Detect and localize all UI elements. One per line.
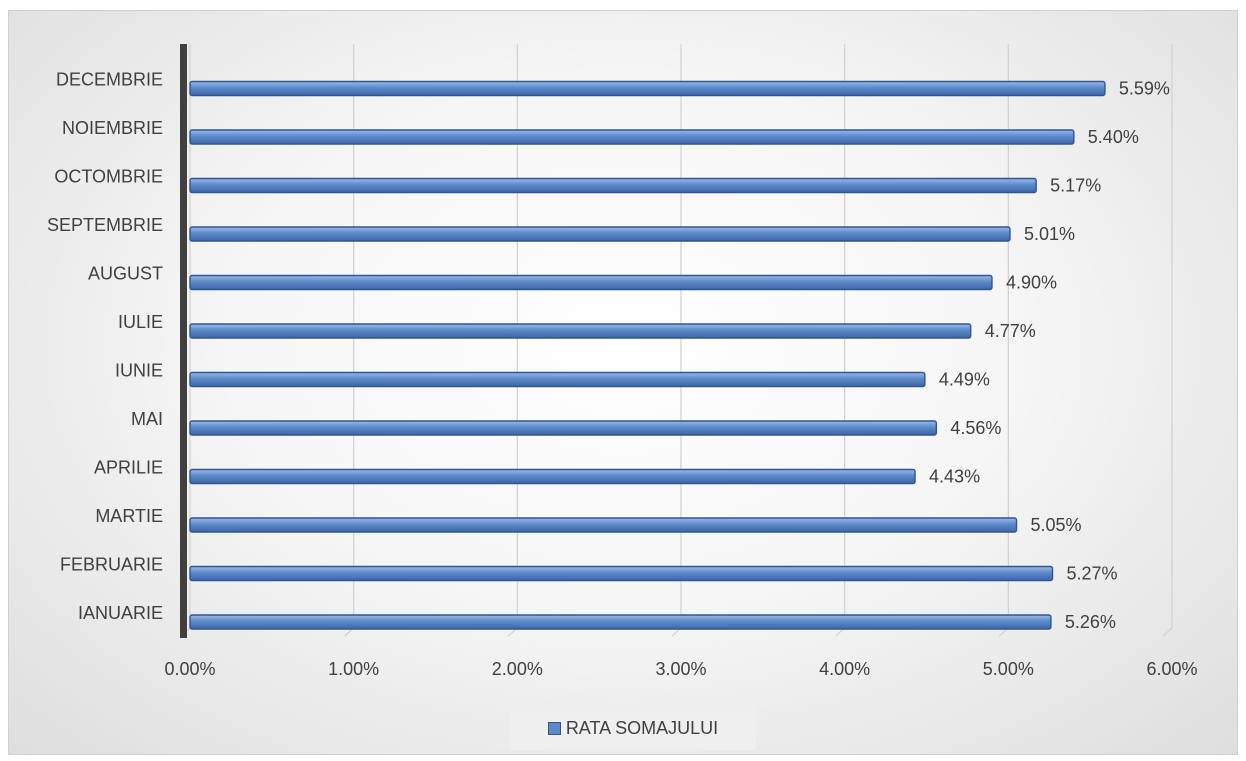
category-label: NOIEMBRIE (62, 118, 163, 138)
bar (189, 80, 1106, 97)
data-label: 5.27% (1067, 564, 1118, 584)
category-label: DECEMBRIE (56, 70, 163, 90)
bar (189, 420, 938, 436)
bar (189, 177, 1037, 194)
bar (189, 129, 1075, 145)
category-label: IULIE (118, 312, 163, 332)
bar (189, 274, 993, 291)
category-label: FEBRUARIE (60, 555, 163, 575)
data-label: 5.17% (1050, 176, 1101, 196)
bar (189, 226, 1011, 242)
bar (189, 323, 972, 339)
legend: RATA SOMAJULUI (510, 706, 756, 750)
data-label: 5.59% (1119, 79, 1170, 99)
category-label: SEPTEMBRIE (47, 215, 163, 235)
category-label: MARTIE (95, 506, 163, 526)
data-label: 5.05% (1031, 515, 1082, 535)
category-label: AUGUST (88, 264, 163, 284)
x-tick-label: 6.00% (1146, 659, 1197, 679)
x-tick-label: 3.00% (655, 659, 706, 679)
bar (189, 517, 1018, 533)
category-label: IUNIE (115, 361, 163, 381)
x-tick-label: 1.00% (328, 659, 379, 679)
data-labels: 5.26% 5.27% 5.05% 4.43% 4.56% 4.49% 4.77% 4.90%… (929, 79, 1170, 633)
category-label: MAI (131, 409, 163, 429)
data-label: 4.90% (1006, 273, 1057, 293)
bars (189, 80, 1106, 630)
category-label: OCTOMBRIE (54, 167, 163, 187)
data-label: 4.56% (950, 418, 1001, 438)
x-tick-label: 5.00% (983, 659, 1034, 679)
y-axis-wall (180, 44, 187, 638)
x-tick-label: 4.00% (819, 659, 870, 679)
data-label: 4.49% (939, 370, 990, 390)
data-label: 5.40% (1088, 127, 1139, 147)
bar (189, 468, 916, 485)
bar (189, 614, 1052, 630)
category-label: APRILIE (94, 458, 163, 478)
data-label: 4.77% (985, 321, 1036, 341)
x-tick-labels: 0.00% 1.00% 2.00% 3.00% 4.00% 5.00% 6.00% (164, 659, 1197, 679)
x-tick-label: 0.00% (164, 659, 215, 679)
bar (189, 565, 1054, 582)
gridline (1162, 44, 1173, 637)
data-label: 4.43% (929, 467, 980, 487)
legend-label: RATA SOMAJULUI (565, 717, 719, 738)
legend-swatch (547, 721, 561, 735)
data-label: 5.01% (1024, 224, 1075, 244)
x-tick-label: 2.00% (492, 659, 543, 679)
data-label: 5.26% (1065, 612, 1116, 632)
category-label: IANUARIE (78, 603, 163, 623)
category-labels: IANUARIE FEBRUARIE MARTIE APRILIE MAI IUNIE IU… (47, 70, 163, 624)
bar (189, 371, 926, 388)
